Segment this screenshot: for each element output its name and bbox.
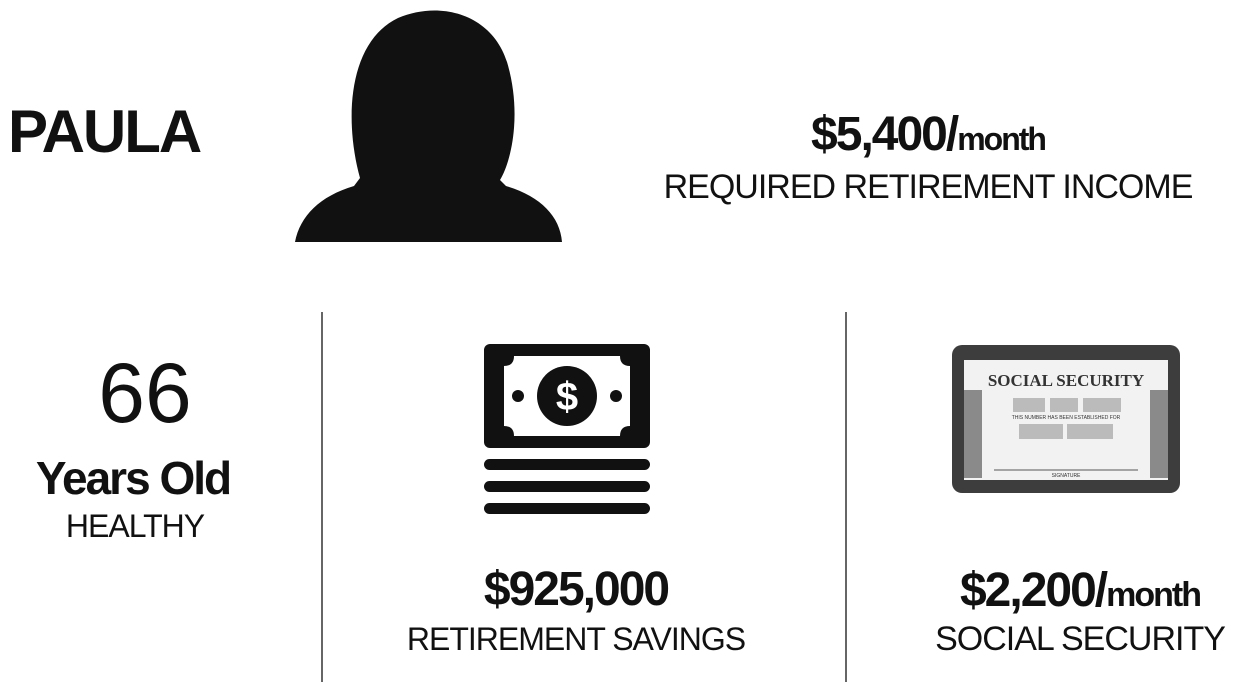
person-name: PAULA (8, 98, 201, 165)
ss-value: $2,200/ (960, 564, 1108, 617)
income-unit: month (957, 121, 1045, 157)
page: {"profile": {"name": "PAULA"}, "income":… (0, 0, 1252, 682)
savings-label: RETIREMENT SAVINGS (407, 621, 745, 657)
ss-label: SOCIAL SECURITY (935, 620, 1225, 658)
card-line: THIS NUMBER HAS BEEN ESTABLISHED FOR (1012, 415, 1121, 421)
age-unit: Years Old (36, 452, 230, 504)
income-value: $5,400/ (811, 108, 959, 161)
svg-text:$: $ (556, 375, 578, 419)
money-icon: $ (484, 344, 650, 514)
income-label: REQUIRED RETIREMENT INCOME (664, 168, 1193, 206)
income-amount: $5,400/month (811, 108, 1045, 161)
ss-amount: $2,200/month (960, 564, 1200, 617)
age-status: HEALTHY (66, 508, 205, 544)
ss-unit: month (1106, 576, 1200, 614)
card-title: SOCIAL SECURITY (988, 371, 1144, 390)
savings-amount: $925,000 (484, 563, 669, 616)
person-silhouette (295, 10, 562, 242)
card-signature: SIGNATURE (1052, 473, 1081, 479)
infographic: PAULA $5,400/month REQUIRED RETIREMENT I… (0, 0, 1252, 682)
social-security-card: SOCIAL SECURITY THIS NUMBER HAS BEEN EST… (952, 345, 1180, 493)
age-value: 66 (98, 346, 191, 440)
